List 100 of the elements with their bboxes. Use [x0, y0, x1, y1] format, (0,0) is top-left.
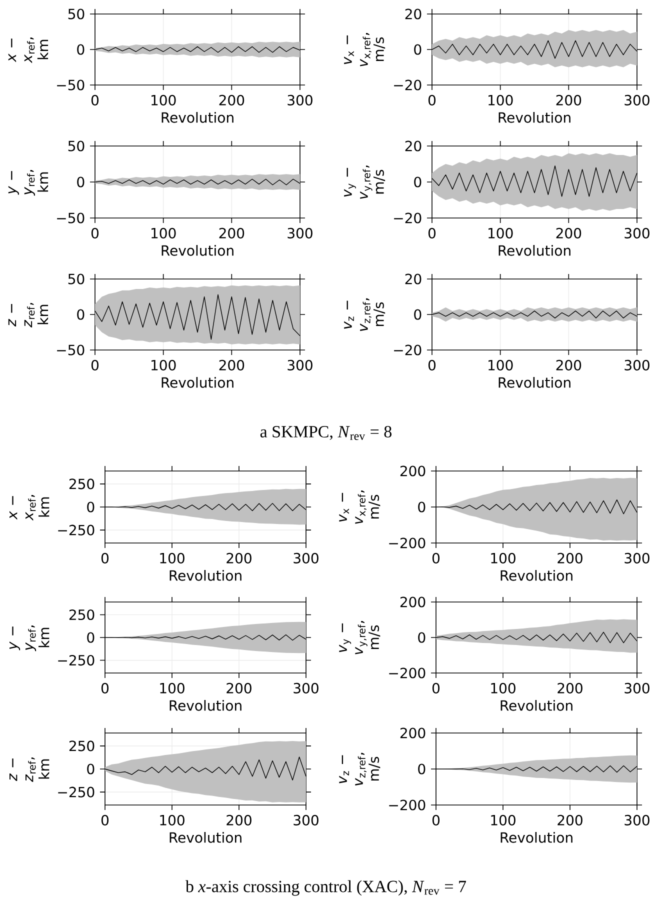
x-tick-label: 200: [219, 228, 244, 238]
y-tick-label: 50: [68, 140, 84, 152]
y-tick-label: −250: [58, 524, 94, 536]
y-axis-title: x − x$_{ref}$, km: [8, 38, 48, 64]
y-tick-label: −50: [57, 344, 84, 356]
x-tick-label: 200: [558, 682, 582, 694]
x-tick-label: 100: [152, 94, 176, 106]
x-tick-label: 300: [294, 682, 318, 694]
text: v$_{z}$ − v$_{z,ref}$, m/s: [344, 298, 386, 331]
text: v$_{x}$ − v$_{x,ref}$, m/s: [344, 33, 386, 66]
y-tick-label: −200: [389, 668, 426, 678]
x-tick-label: 200: [556, 228, 582, 238]
y-axis-title: x − x$_{ref}$, km: [9, 495, 50, 521]
x-axis-title: Revolution: [162, 377, 234, 388]
x-tick-label: 200: [219, 360, 244, 370]
x-tick-label: 200: [226, 814, 252, 826]
y-tick-label: −20: [394, 344, 422, 356]
x-tick-label: 300: [624, 552, 650, 564]
x-tick-label: 200: [226, 682, 252, 694]
y-tick-label: 250: [69, 478, 94, 490]
x-axis-title: Revolution: [500, 832, 572, 843]
x-tick-label: 0: [428, 94, 436, 106]
text: v$_{x}$ − v$_{x,ref}$, m/s: [339, 490, 380, 524]
x-tick-label: 0: [101, 814, 109, 826]
x-tick-label: 0: [432, 814, 440, 826]
x-tick-label: 300: [288, 94, 312, 106]
x-axis-title: Revolution: [498, 112, 570, 123]
y-tick-label: 0: [87, 764, 94, 774]
y-tick-label: −250: [58, 786, 94, 798]
x-tick-label: 200: [219, 94, 244, 106]
y-tick-label: 0: [418, 764, 426, 774]
text: a SKMPC, N$_{rev}$ = 8: [260, 426, 392, 440]
x-tick-label: 100: [488, 360, 513, 370]
y-tick-label: 0: [87, 502, 94, 512]
y-tick-label: −50: [57, 212, 84, 224]
y-tick-label: 0: [418, 632, 426, 643]
x-axis-title: Revolution: [170, 832, 242, 843]
y-tick-label: −200: [389, 800, 426, 810]
x-tick-label: 0: [428, 360, 436, 370]
x-axis-title: Revolution: [498, 376, 570, 388]
x-axis-title: Revolution: [498, 245, 570, 256]
x-tick-label: 0: [101, 682, 109, 694]
y-tick-label: 0: [77, 309, 84, 320]
x-tick-label: 0: [432, 552, 440, 564]
text: v$_{y}$ − v$_{y,ref}$, m/s: [339, 621, 380, 654]
x-tick-label: 300: [288, 228, 312, 238]
x-tick-label: 100: [160, 552, 184, 564]
x-tick-label: 200: [556, 94, 582, 106]
y-tick-label: 250: [69, 609, 94, 620]
y-tick-label: −50: [57, 80, 84, 90]
y-tick-label: 20: [405, 140, 422, 152]
y-axis-title: z − z$_{ref}$, km: [8, 302, 48, 328]
x-tick-label: 100: [152, 360, 176, 370]
y-tick-label: −20: [394, 80, 422, 90]
y-tick-label: 0: [418, 502, 426, 512]
x-tick-label: 300: [294, 814, 318, 826]
y-tick-label: 250: [69, 740, 94, 752]
x-tick-label: 300: [624, 360, 650, 370]
x-tick-label: 100: [488, 94, 513, 106]
x-axis-title: Revolution: [500, 570, 572, 581]
x-tick-label: 200: [558, 814, 582, 826]
x-tick-label: 300: [288, 360, 312, 370]
text: v$_{y}$ − v$_{y,ref}$, m/s: [344, 166, 386, 199]
x-tick-label: 100: [152, 228, 176, 238]
x-tick-label: 100: [491, 552, 516, 564]
y-tick-label: 20: [405, 8, 422, 20]
y-tick-label: 0: [414, 44, 422, 55]
y-tick-label: −20: [394, 212, 422, 224]
y-tick-label: 50: [68, 8, 84, 20]
x-tick-label: 0: [101, 552, 109, 564]
y-tick-label: 200: [400, 596, 426, 608]
x-axis-title: Revolution: [170, 570, 242, 581]
x-tick-label: 300: [624, 682, 650, 694]
y-tick-label: −200: [389, 538, 426, 548]
x-tick-label: 200: [556, 360, 582, 370]
x-tick-label: 300: [624, 814, 650, 826]
y-tick-label: 200: [400, 466, 426, 476]
y-tick-label: 200: [400, 728, 426, 738]
x-tick-label: 300: [624, 94, 650, 106]
x-tick-label: 300: [294, 552, 318, 564]
x-axis-title: Revolution: [500, 700, 572, 711]
y-tick-label: 20: [405, 274, 422, 284]
y-tick-label: 0: [414, 176, 422, 188]
text: b x-axis crossing control (XAC), N$_{rev}$ = 7: [185, 880, 466, 896]
y-tick-label: −250: [58, 654, 94, 666]
y-tick-label: 0: [87, 632, 94, 643]
x-tick-label: 100: [160, 814, 184, 826]
x-axis-title: Revolution: [162, 245, 234, 256]
x-tick-label: 100: [160, 682, 184, 694]
x-tick-label: 100: [488, 228, 513, 238]
x-tick-label: 200: [558, 552, 582, 564]
text: v$_{z}$ − v$_{z,ref}$, m/s: [339, 752, 380, 786]
x-tick-label: 0: [432, 682, 440, 694]
y-axis-title: y − y$_{ref}$, km: [9, 626, 50, 652]
x-tick-label: 200: [226, 552, 252, 564]
x-axis-title: Revolution: [170, 700, 242, 711]
y-tick-label: 0: [414, 309, 422, 320]
x-tick-label: 100: [491, 814, 516, 826]
y-tick-label: 0: [77, 44, 84, 55]
y-axis-title: y − y$_{ref}$, km: [8, 170, 48, 196]
